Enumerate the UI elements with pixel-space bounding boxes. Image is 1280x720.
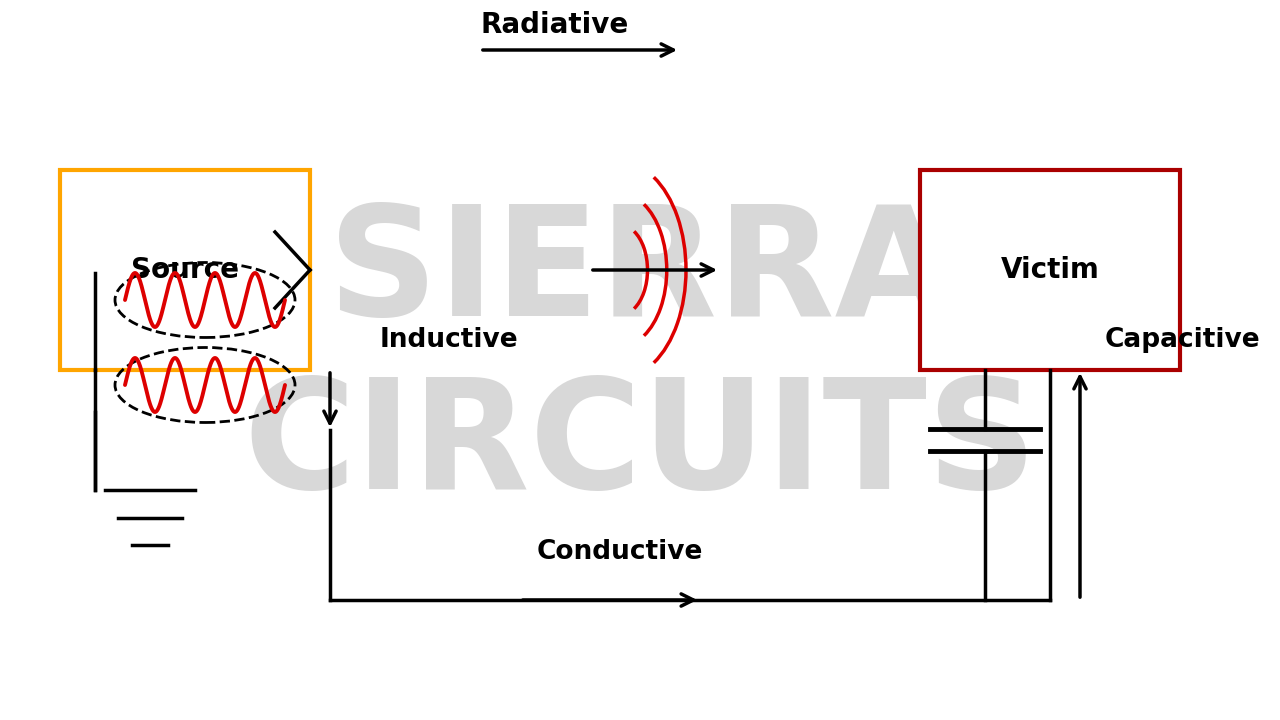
Text: Conductive: Conductive: [536, 539, 703, 565]
Text: Inductive: Inductive: [380, 327, 518, 353]
Bar: [60, 170, 310, 370]
Bar: [920, 170, 1180, 370]
Text: Victim: Victim: [1001, 256, 1100, 284]
Text: Source: Source: [131, 256, 239, 284]
Text: Capacitive: Capacitive: [1105, 327, 1261, 353]
Text: Radiative: Radiative: [481, 11, 630, 39]
Text: SIERRA
CIRCUITS: SIERRA CIRCUITS: [243, 199, 1037, 521]
